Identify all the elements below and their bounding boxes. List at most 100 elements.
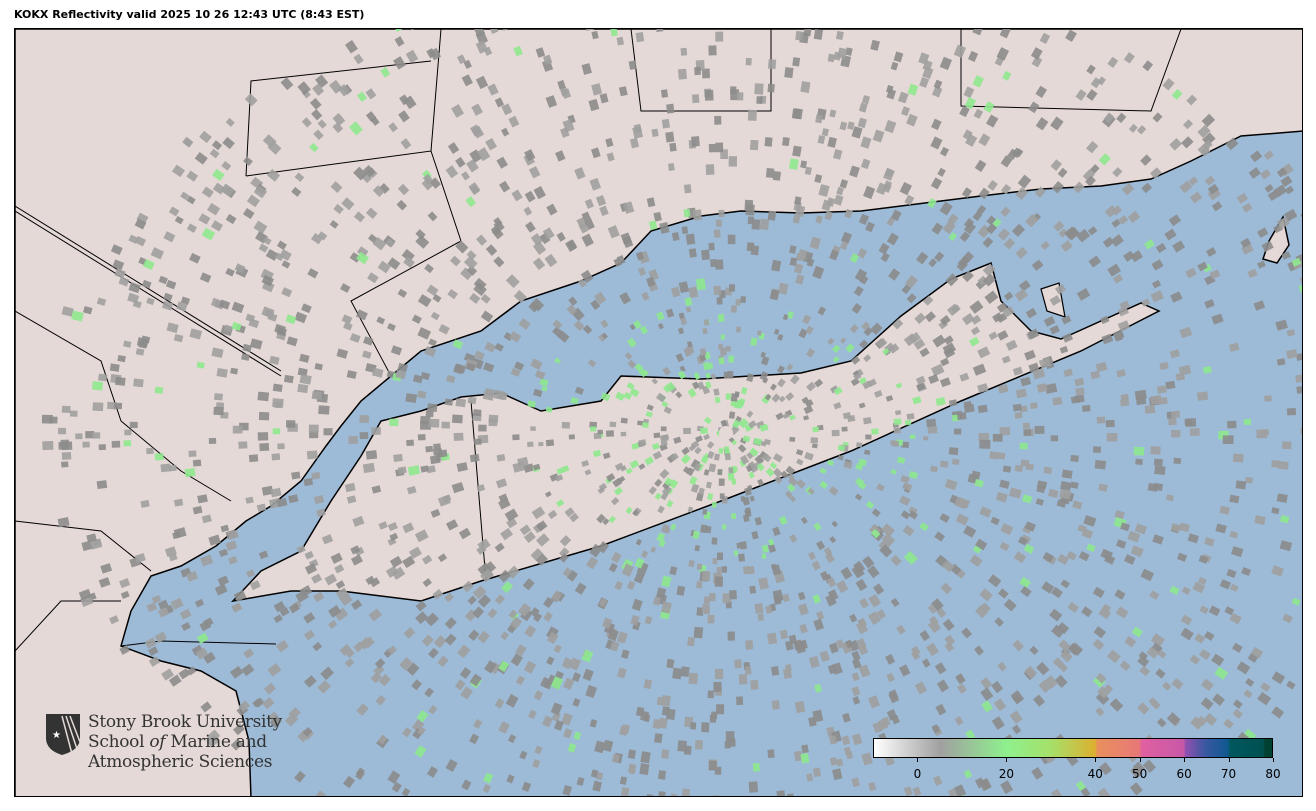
radar-echo <box>1198 554 1209 564</box>
radar-echo <box>923 295 934 306</box>
radar-echo <box>421 634 434 647</box>
radar-echo <box>698 487 705 496</box>
radar-echo <box>1036 661 1050 676</box>
radar-echo <box>406 485 417 495</box>
radar-echo <box>445 759 458 772</box>
radar-echo <box>512 434 520 441</box>
radar-echo <box>313 591 325 603</box>
radar-echo <box>650 546 657 553</box>
radar-echo <box>291 186 302 197</box>
radar-echo <box>926 418 937 428</box>
radar-echo <box>498 660 510 672</box>
radar-echo <box>696 580 703 589</box>
radar-echo <box>744 509 752 518</box>
radar-echo <box>225 267 235 277</box>
radar-echo <box>389 532 399 541</box>
radar-echo <box>927 425 938 434</box>
radar-echo <box>817 306 827 316</box>
radar-echo <box>1171 410 1181 419</box>
radar-echo <box>788 158 799 170</box>
radar-echo <box>924 311 936 323</box>
radar-echo <box>979 506 992 518</box>
radar-echo <box>656 532 666 543</box>
radar-echo <box>391 566 406 580</box>
radar-echo <box>711 711 718 720</box>
radar-echo <box>996 302 1008 313</box>
radar-echo <box>594 291 607 305</box>
radar-echo <box>496 454 506 462</box>
radar-echo <box>249 580 261 591</box>
radar-echo <box>261 274 274 287</box>
radar-echo <box>311 573 323 584</box>
radar-echo <box>1197 261 1208 272</box>
radar-echo <box>1057 167 1068 178</box>
radar-echo <box>714 396 721 404</box>
radar-echo <box>1081 404 1091 413</box>
radar-echo <box>1130 765 1143 779</box>
radar-echo <box>727 234 736 245</box>
radar-echo <box>166 322 179 334</box>
radar-echo <box>646 404 654 411</box>
radar-echo <box>793 108 803 120</box>
radar-echo <box>654 478 663 487</box>
radar-echo <box>608 515 616 524</box>
radar-echo <box>676 585 686 596</box>
radar-echo <box>819 650 830 662</box>
radar-echo <box>400 138 412 150</box>
radar-echo <box>411 314 422 324</box>
radar-echo <box>1070 481 1079 489</box>
radar-echo <box>744 199 754 211</box>
radar-echo <box>750 679 759 690</box>
radar-echo <box>655 587 667 600</box>
logo-line-2: School of Marine and <box>88 732 267 752</box>
radar-echo <box>1095 672 1107 684</box>
radar-echo <box>1111 218 1121 228</box>
radar-echo <box>939 201 953 216</box>
radar-echo <box>784 67 794 79</box>
radar-echo <box>1131 626 1143 638</box>
radar-echo <box>900 474 910 484</box>
radar-echo <box>86 533 97 543</box>
radar-echo <box>713 229 721 238</box>
radar-echo <box>272 383 283 392</box>
radar-echo <box>349 252 361 263</box>
radar-echo <box>301 117 312 128</box>
radar-echo <box>475 75 489 90</box>
radar-echo <box>1162 78 1175 91</box>
radar-echo <box>483 660 497 674</box>
radar-echo <box>878 242 890 255</box>
radar-map[interactable] <box>14 28 1303 797</box>
radar-echo <box>1284 208 1298 222</box>
radar-echo <box>810 437 819 444</box>
radar-echo <box>420 371 431 381</box>
radar-echo <box>737 444 747 453</box>
radar-echo <box>1179 326 1193 339</box>
radar-echo <box>661 575 672 588</box>
radar-echo <box>1043 466 1053 475</box>
radar-echo <box>768 538 775 546</box>
radar-echo <box>919 630 931 642</box>
radar-echo <box>297 367 308 377</box>
radar-echo <box>180 296 191 305</box>
radar-echo <box>511 189 523 202</box>
radar-echo <box>837 47 848 59</box>
radar-echo <box>578 278 587 288</box>
radar-echo <box>944 634 956 646</box>
radar-echo <box>729 284 736 292</box>
radar-echo <box>477 594 492 608</box>
radar-echo <box>881 523 895 537</box>
radar-echo <box>1130 250 1143 263</box>
radar-echo <box>390 345 403 356</box>
radar-echo <box>472 606 485 619</box>
radar-echo <box>833 194 844 206</box>
radar-echo <box>154 631 168 644</box>
radar-echo <box>806 381 817 392</box>
radar-echo <box>959 105 970 118</box>
radar-echo <box>61 461 69 468</box>
radar-echo <box>1012 366 1023 376</box>
radar-echo <box>745 640 754 650</box>
radar-echo <box>458 527 472 540</box>
radar-echo <box>353 53 364 65</box>
radar-echo <box>231 321 242 331</box>
radar-echo <box>765 605 773 614</box>
